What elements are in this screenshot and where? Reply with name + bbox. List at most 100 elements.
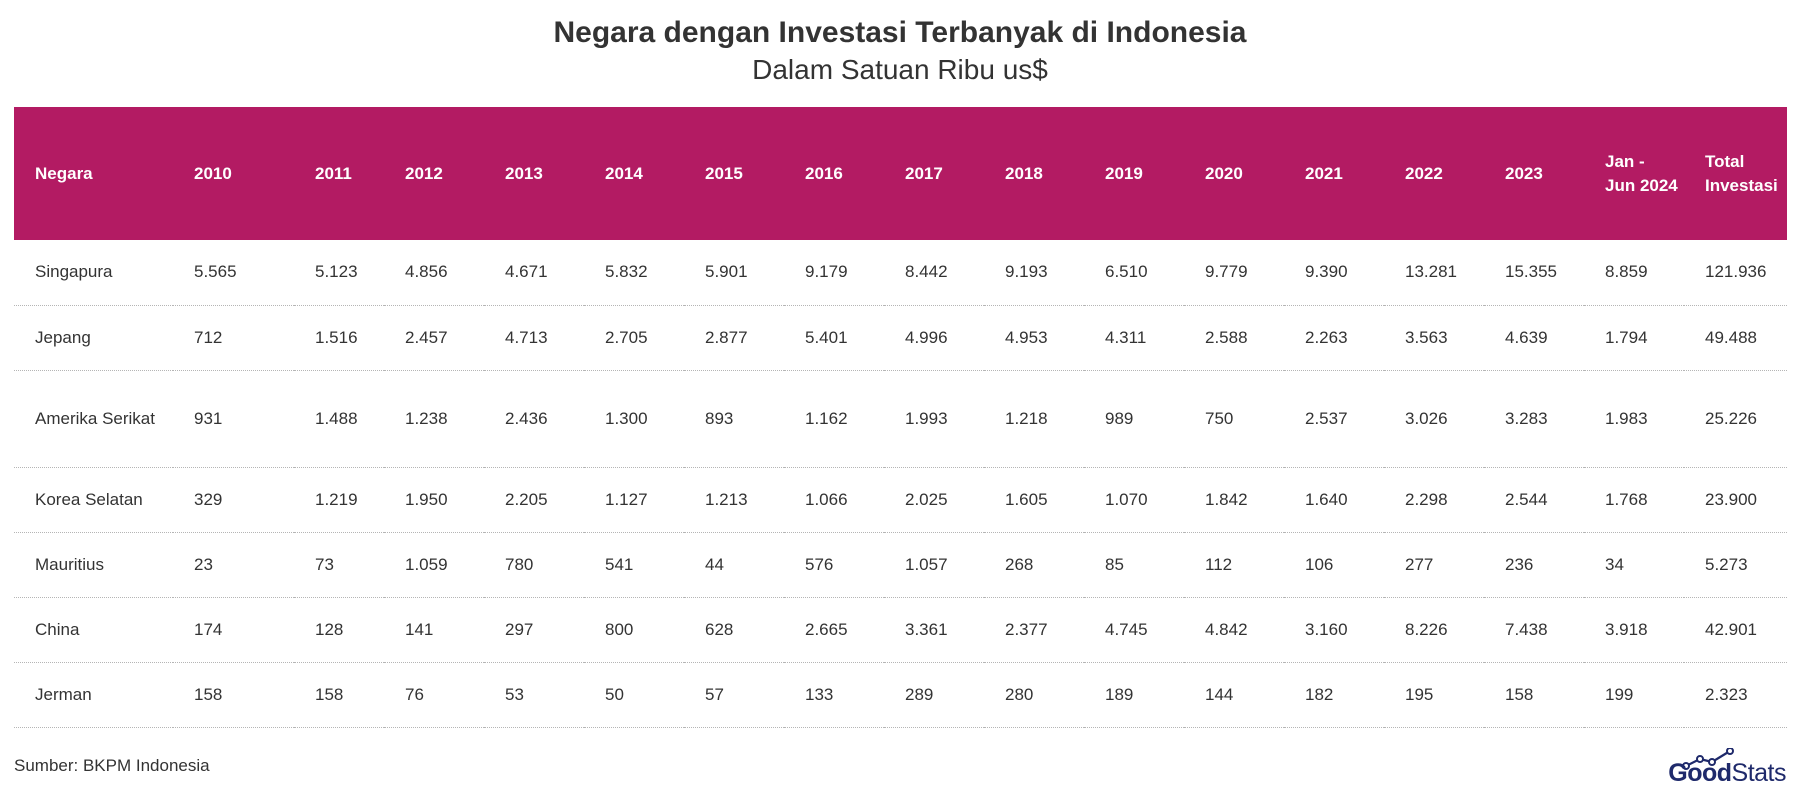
value-cell: 1.219 [294,467,384,533]
value-cell: 9.179 [784,240,884,306]
logo-chart-icon [1682,748,1734,770]
value-cell: 2.544 [1484,467,1584,533]
value-cell: 289 [884,662,984,728]
value-cell: 73 [294,532,384,598]
country-cell: Singapura [14,240,173,306]
value-cell: 236 [1484,532,1584,598]
value-cell: 4.745 [1084,597,1184,663]
value-cell: 3.918 [1584,597,1684,663]
value-cell: 5.901 [684,240,784,306]
value-cell: 158 [173,662,294,728]
logo-stats-text: Stats [1731,759,1787,787]
value-cell: 4.856 [384,240,484,306]
value-cell: 628 [684,597,784,663]
table-body: Singapura 5.565 5.123 4.856 4.671 5.832 5.901 9… [14,240,1787,728]
chart-subtitle: Dalam Satuan Ribu us$ [752,54,1048,85]
value-cell: 2.877 [684,305,784,371]
logo-good-text: Good [1668,759,1732,787]
country-cell: Jerman [14,662,173,728]
column-header: 2023 [1484,107,1584,240]
value-cell: 1.057 [884,532,984,598]
value-cell: 158 [294,662,384,728]
column-header: Jan - Jun 2024 [1584,107,1684,240]
value-cell: 4.671 [484,240,584,306]
value-cell: 3.283 [1484,370,1584,468]
value-cell: 1.794 [1584,305,1684,371]
value-cell: 1.983 [1584,370,1684,468]
column-header: 2016 [784,107,884,240]
investment-table: Negara 2010 2011 2012 2013 2014 2015 2016 2017 20… [14,107,1787,728]
value-cell: 195 [1384,662,1484,728]
value-cell: 541 [584,532,684,598]
value-cell: 8.442 [884,240,984,306]
table-row: Mauritius 23 73 1.059 780 541 44 576 1.057 268 85 1… [14,532,1787,598]
value-cell: 42.901 [1684,597,1787,663]
value-cell: 182 [1284,662,1384,728]
country-cell: Jepang [14,305,173,371]
value-cell: 6.510 [1084,240,1184,306]
value-cell: 1.238 [384,370,484,468]
value-cell: 2.457 [384,305,484,371]
value-cell: 2.025 [884,467,984,533]
value-cell: 49.488 [1684,305,1787,371]
value-cell: 199 [1584,662,1684,728]
value-cell: 3.361 [884,597,984,663]
value-cell: 133 [784,662,884,728]
country-cell: Mauritius [14,532,173,598]
header-row: Negara 2010 2011 2012 2013 2014 2015 2016 2017 20… [14,107,1787,240]
value-cell: 76 [384,662,484,728]
value-cell: 1.218 [984,370,1084,468]
value-cell: 1.993 [884,370,984,468]
value-cell: 2.436 [484,370,584,468]
column-header: 2021 [1284,107,1384,240]
value-cell: 1.640 [1284,467,1384,533]
value-cell: 5.401 [784,305,884,371]
value-cell: 158 [1484,662,1584,728]
column-header: 2014 [584,107,684,240]
value-cell: 329 [173,467,294,533]
value-cell: 23 [173,532,294,598]
value-cell: 1.605 [984,467,1084,533]
table-row: Amerika Serikat 931 1.488 1.238 2.436 1.300 89… [14,370,1787,468]
value-cell: 85 [1084,532,1184,598]
table-header: Negara 2010 2011 2012 2013 2014 2015 2016 2017 20… [14,107,1787,240]
value-cell: 8.226 [1384,597,1484,663]
value-cell: 112 [1184,532,1284,598]
value-cell: 4.842 [1184,597,1284,663]
column-header: 2011 [294,107,384,240]
column-header: 2010 [173,107,294,240]
value-cell: 1.070 [1084,467,1184,533]
column-header: 2013 [484,107,584,240]
value-cell: 2.298 [1384,467,1484,533]
value-cell: 3.160 [1284,597,1384,663]
value-cell: 2.537 [1284,370,1384,468]
goodstats-logo: GoodStats [1636,748,1787,788]
value-cell: 4.639 [1484,305,1584,371]
table-row: Korea Selatan 329 1.219 1.950 2.205 1.127 1.21… [14,467,1787,533]
value-cell: 5.832 [584,240,684,306]
value-cell: 268 [984,532,1084,598]
value-cell: 128 [294,597,384,663]
table-row: Jepang 712 1.516 2.457 4.713 2.705 2.877 5.401 4… [14,305,1787,371]
value-cell: 3.563 [1384,305,1484,371]
value-cell: 1.213 [684,467,784,533]
value-cell: 4.953 [984,305,1084,371]
table-row: Singapura 5.565 5.123 4.856 4.671 5.832 5.901 9… [14,240,1787,306]
value-cell: 1.768 [1584,467,1684,533]
value-cell: 57 [684,662,784,728]
value-cell: 9.193 [984,240,1084,306]
column-header: 2022 [1384,107,1484,240]
value-cell: 989 [1084,370,1184,468]
value-cell: 280 [984,662,1084,728]
value-cell: 1.300 [584,370,684,468]
column-header: 2018 [984,107,1084,240]
value-cell: 141 [384,597,484,663]
column-header: 2020 [1184,107,1284,240]
table-row: China 174 128 141 297 800 628 2.665 3.361 2.377 4.… [14,597,1787,663]
value-cell: 15.355 [1484,240,1584,306]
value-cell: 2.665 [784,597,884,663]
value-cell: 1.516 [294,305,384,371]
value-cell: 53 [484,662,584,728]
value-cell: 277 [1384,532,1484,598]
value-cell: 25.226 [1684,370,1787,468]
